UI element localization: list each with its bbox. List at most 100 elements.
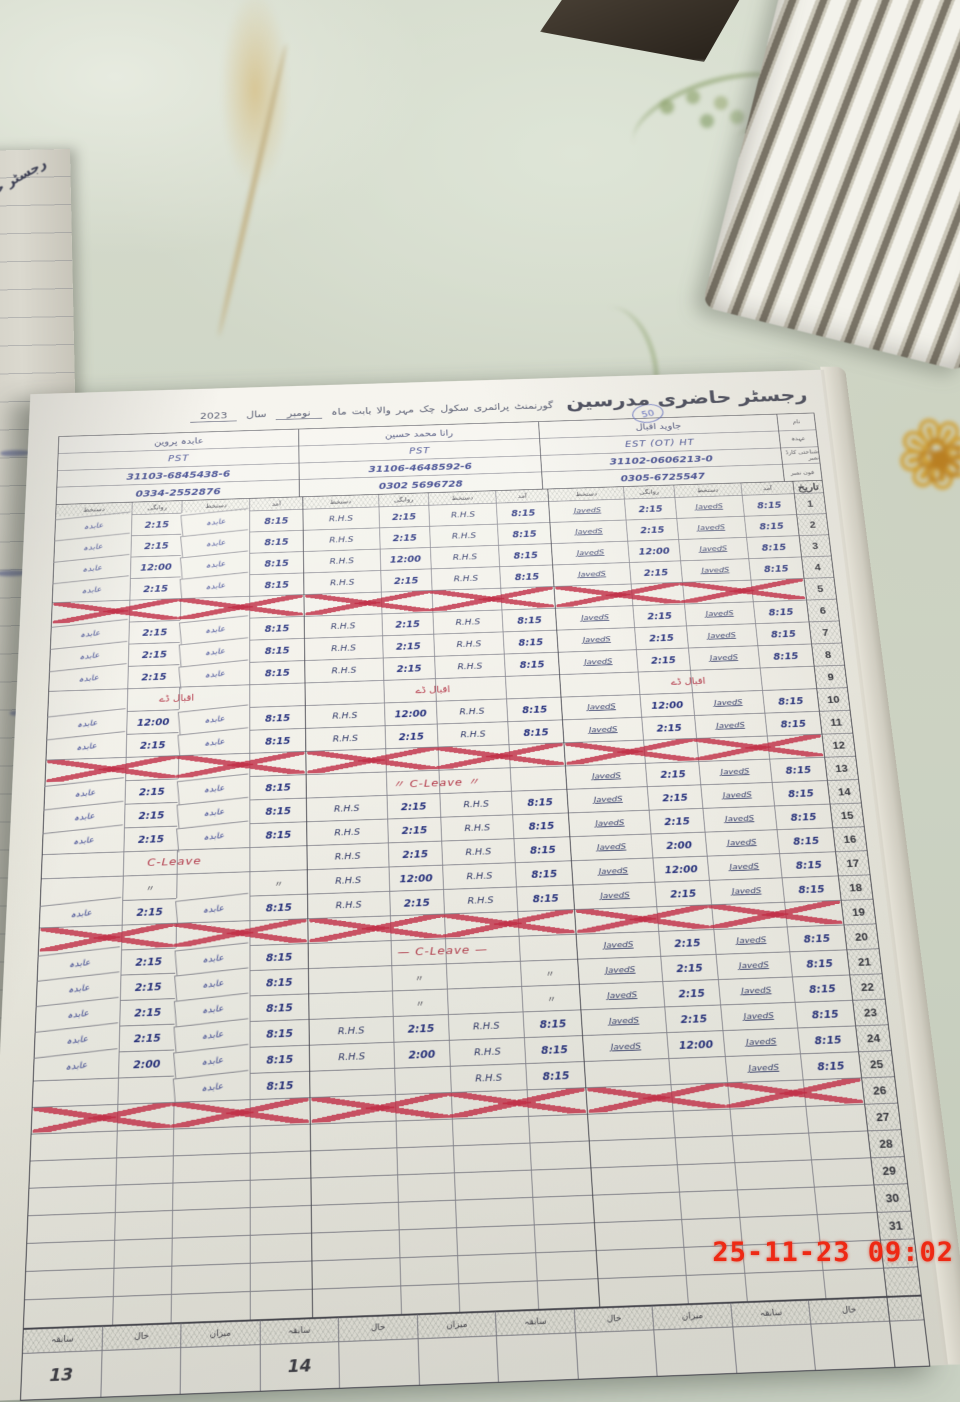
signature: JavedS [724,1053,802,1082]
signature: R.H.S [307,795,387,821]
arrival-time: 8:15 [524,1035,584,1063]
arrival-time: 8:15 [506,697,562,722]
label-phone: فون نمبر [783,463,822,481]
signature: R.H.S [442,862,516,889]
departure-time: 2:15 [633,604,686,628]
departure-time: 2:15 [128,620,180,644]
arrival-time: 8:15 [250,774,306,799]
departure-time: 2:15 [381,612,433,636]
arrival-time: 8:15 [250,573,304,596]
signature: JavedS [582,1007,667,1036]
departure-time: 12:00 [130,555,181,578]
day-number: 29 [870,1156,907,1184]
signature: JavedS [686,623,757,647]
departure-time: 2:15 [382,634,434,658]
arrival-time: 8:15 [792,975,853,1002]
signature: R.H.S [437,721,509,746]
signature: JavedS [569,810,651,837]
departure-time: 2:15 [659,929,716,956]
arrival-time: 8:15 [525,1061,585,1089]
arrival-time: 8:15 [504,652,560,676]
signature: JavedS [718,977,795,1005]
arrival-time: 8:15 [250,1071,309,1099]
departure-time: 2:15 [119,998,175,1026]
label-cnic: شناختی کارڈ نمبر [781,446,820,464]
arrival-time: 8:15 [496,501,550,524]
departure-time: 2:15 [655,880,711,906]
signature: R.H.S [449,1037,525,1066]
school-name: گورنمنٹ پرائمری سکول چک مہر والا [376,401,553,417]
summary-column-header: حال [101,1323,180,1350]
day-number: 10 [816,687,849,711]
signature: JavedS [549,499,626,522]
departure-time: 2:15 [388,841,443,867]
arrival-time: 8:15 [250,1019,309,1047]
day-number: 5 [804,577,837,600]
signature: JavedS [688,645,760,670]
signature: JavedS [559,649,638,674]
summary-column-header: سابقہ [495,1309,575,1336]
day-number: 26 [861,1076,897,1104]
day-number: 2 [796,513,828,535]
departure-time: 2:00 [651,832,707,858]
departure-time: 2:15 [636,648,690,672]
signature: R.H.S [430,545,499,569]
signature: JavedS [568,786,649,812]
arrival-time: 8:15 [250,798,306,824]
summary-column-header: حال [574,1306,654,1333]
ditto-mark: 〃 [520,959,579,986]
summary-date-stub [889,1319,929,1367]
arrival-time: 8:15 [250,943,308,970]
summary-column-header: حال [338,1314,417,1341]
day-number: 27 [864,1103,900,1131]
arrival-time: 8:15 [512,813,569,839]
departure-time: 2:15 [629,561,682,584]
signature: JavedS [577,931,661,959]
departure-time: 12:00 [126,709,179,734]
arrival-time: 8:15 [499,565,554,588]
signature: R.H.S [436,699,508,724]
ditto-mark: 〃 [122,874,177,900]
departure-time: 2:15 [384,724,437,749]
departure-time: 2:15 [130,534,181,557]
summary-value [575,1329,657,1378]
departure-time: 2:15 [392,1014,448,1042]
signature: JavedS [704,829,779,855]
year-value: 2023 [190,410,237,422]
signature: JavedS [694,713,767,738]
signature: JavedS [574,882,657,909]
signature: JavedS [706,853,781,880]
day-number: 24 [855,1024,891,1051]
summary-column-header: میزان [180,1320,259,1347]
school-line: گورنمنٹ پرائمری سکول چک مہر والا بابت ما… [186,401,553,423]
day-number: 22 [849,973,884,999]
departure-time: 12:00 [640,692,694,716]
signature: JavedS [698,759,771,785]
arrival-time: 8:15 [741,493,796,516]
signature: R.H.S [305,658,383,683]
day-number: 21 [846,948,881,974]
summary-value [811,1321,895,1370]
departure-time: 2:15 [120,948,175,975]
departure-time: 2:00 [118,1050,175,1078]
arrival-time: 8:15 [250,638,304,662]
departure-time: 2:15 [626,518,678,541]
departure-time: 2:15 [119,1024,175,1052]
signature: JavedS [722,1028,800,1057]
arrival-time: 8:15 [503,630,558,654]
day-number: 30 [873,1183,910,1212]
arrival-time: 8:15 [781,876,840,902]
arrival-time: 8:15 [523,1009,583,1037]
day-number: 14 [827,779,861,804]
day-number: 12 [822,733,856,757]
arrival-time: 8:15 [250,509,303,532]
departure-time: 12:00 [667,1030,725,1058]
summary-column-header: حال [808,1297,889,1324]
signature: JavedS [709,877,784,904]
signature: JavedS [684,601,755,625]
departure-time: 2:15 [645,761,700,786]
arrival-time: 8:15 [502,608,557,632]
departure-time: 2:15 [127,664,179,688]
summary-date-stub [886,1296,923,1321]
signature: R.H.S [439,791,512,817]
